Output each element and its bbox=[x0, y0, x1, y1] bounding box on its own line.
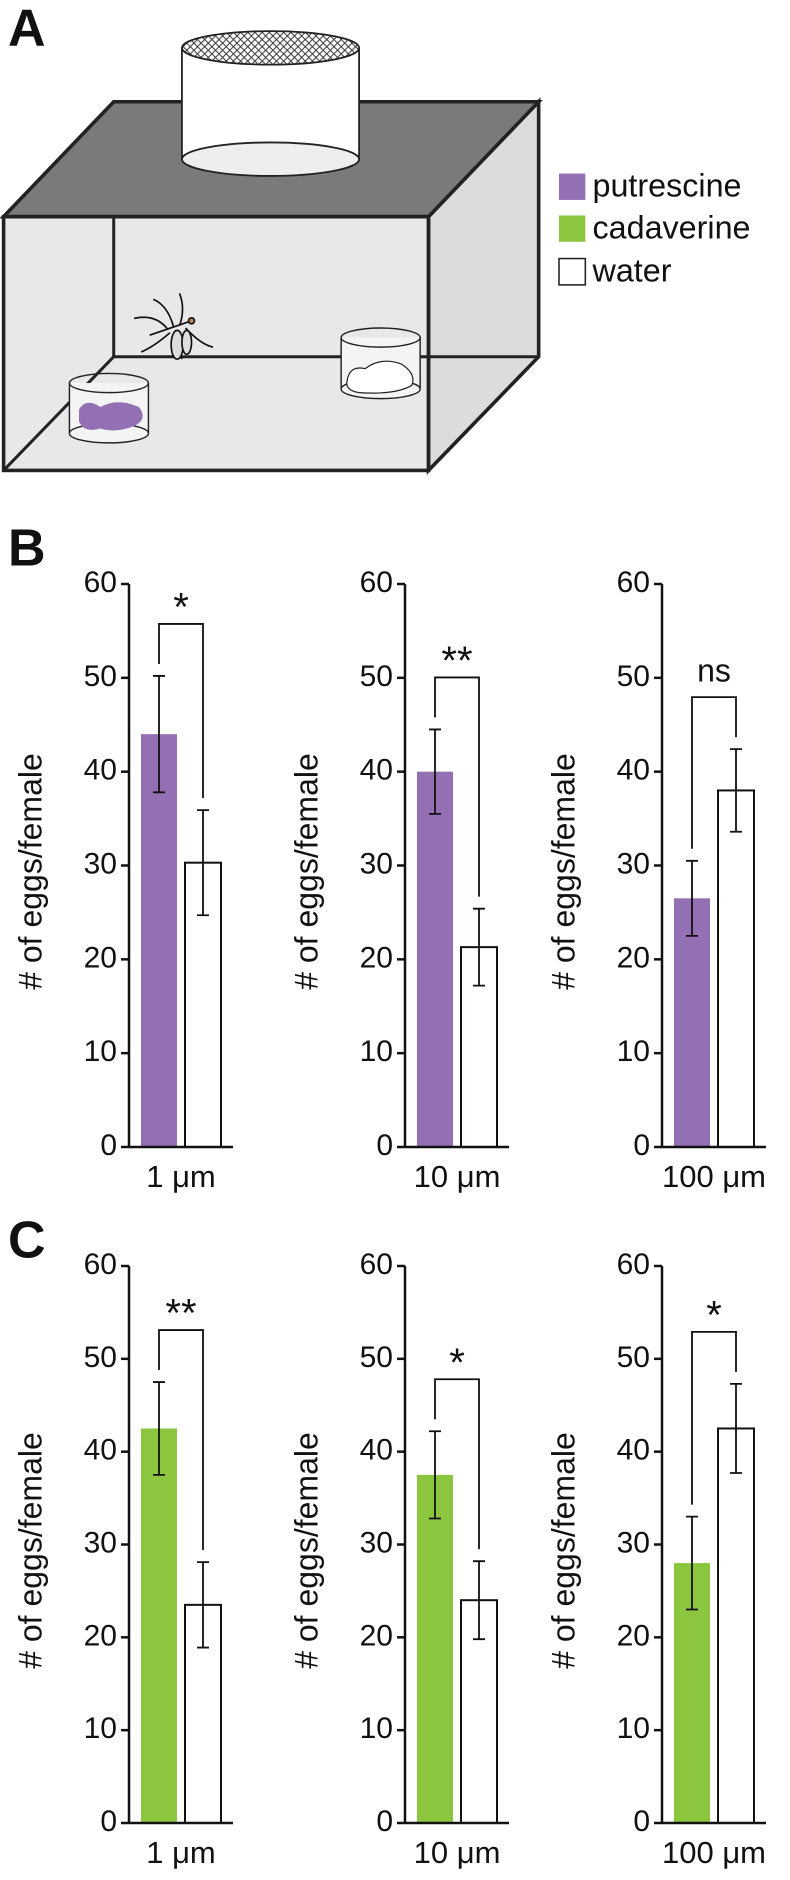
y-tick-label: 50 bbox=[360, 660, 393, 693]
y-tick-label: 50 bbox=[360, 1341, 393, 1374]
y-tick-label: 20 bbox=[617, 941, 650, 974]
x-axis-label: 10 μm bbox=[414, 1159, 501, 1194]
error-bar bbox=[429, 728, 441, 815]
y-tick-label: 30 bbox=[360, 1526, 393, 1559]
y-tick-label: 0 bbox=[100, 1805, 117, 1838]
significance-label: ns bbox=[697, 653, 731, 689]
significance-bracket bbox=[691, 1331, 737, 1505]
panel-label: B bbox=[8, 520, 46, 578]
x-axis-label: 10 μm bbox=[414, 1835, 501, 1870]
y-tick-label: 30 bbox=[360, 847, 393, 880]
y-tick-label: 30 bbox=[617, 847, 650, 880]
significance-bracket bbox=[434, 676, 480, 897]
y-tick-label: 0 bbox=[376, 1805, 393, 1838]
y-tick-label: 20 bbox=[360, 1619, 393, 1652]
y-tick-label: 30 bbox=[84, 1526, 117, 1559]
y-tick-label: 60 bbox=[617, 1248, 650, 1281]
y-tick-label: 40 bbox=[617, 754, 650, 787]
error-bar bbox=[473, 1560, 485, 1641]
error-bar bbox=[686, 1515, 698, 1611]
error-bar bbox=[153, 675, 165, 794]
y-tick-label: 0 bbox=[376, 1129, 393, 1162]
legend-label: putrescine bbox=[593, 167, 742, 203]
y-tick-label: 40 bbox=[84, 754, 117, 787]
y-tick-label: 10 bbox=[360, 1035, 393, 1068]
y-tick-label: 60 bbox=[360, 1248, 393, 1281]
y-axis-label: # of eggs/female bbox=[12, 753, 48, 990]
x-axis-label: 1 μm bbox=[146, 1159, 216, 1194]
error-bar bbox=[730, 748, 742, 833]
significance-label: * bbox=[706, 1293, 722, 1337]
y-tick-label: 60 bbox=[84, 1248, 117, 1281]
y-axis-label: # of eggs/female bbox=[288, 753, 324, 990]
legend-label: water bbox=[592, 252, 672, 288]
significance-label: * bbox=[449, 1341, 465, 1385]
y-tick-label: 10 bbox=[360, 1712, 393, 1745]
bar bbox=[417, 771, 453, 1147]
bar bbox=[417, 1474, 453, 1823]
cage-diagram: putrescine cadaverine water bbox=[0, 30, 751, 475]
significance-bracket bbox=[158, 1329, 204, 1551]
x-axis-label: 100 μm bbox=[662, 1159, 766, 1194]
error-bar bbox=[197, 1561, 209, 1649]
bar bbox=[717, 1427, 755, 1825]
legend-swatch bbox=[558, 215, 586, 242]
y-tick-label: 20 bbox=[360, 941, 393, 974]
y-tick-label: 40 bbox=[360, 1434, 393, 1467]
y-tick-label: 60 bbox=[360, 566, 393, 599]
y-tick-label: 0 bbox=[100, 1129, 117, 1162]
y-tick-label: 40 bbox=[360, 754, 393, 787]
y-tick-label: 10 bbox=[617, 1712, 650, 1745]
y-axis-label: # of eggs/female bbox=[545, 753, 581, 990]
error-bar bbox=[473, 907, 485, 987]
y-tick-label: 50 bbox=[84, 660, 117, 693]
panel-label: C bbox=[8, 1212, 46, 1270]
significance-bracket bbox=[158, 623, 204, 799]
y-tick-label: 20 bbox=[84, 941, 117, 974]
error-bar bbox=[429, 1430, 441, 1520]
x-axis-label: 100 μm bbox=[662, 1835, 766, 1870]
legend-label: cadaverine bbox=[593, 209, 751, 245]
error-bar bbox=[730, 1383, 742, 1474]
panel-label: A bbox=[8, 0, 46, 58]
bar bbox=[674, 898, 710, 1147]
x-axis-label: 1 μm bbox=[146, 1835, 216, 1870]
y-tick-label: 40 bbox=[84, 1434, 117, 1467]
y-tick-label: 10 bbox=[84, 1712, 117, 1745]
y-tick-label: 50 bbox=[84, 1341, 117, 1374]
significance-label: * bbox=[173, 586, 189, 630]
bar bbox=[717, 789, 755, 1149]
y-tick-label: 60 bbox=[617, 566, 650, 599]
y-axis-label: # of eggs/female bbox=[288, 1432, 324, 1669]
y-tick-label: 60 bbox=[84, 566, 117, 599]
y-tick-label: 50 bbox=[617, 660, 650, 693]
y-axis-label: # of eggs/female bbox=[12, 1432, 48, 1669]
y-tick-label: 20 bbox=[84, 1619, 117, 1652]
mosquito bbox=[133, 292, 214, 360]
error-bar bbox=[153, 1381, 165, 1476]
y-tick-label: 10 bbox=[617, 1035, 650, 1068]
y-tick-label: 10 bbox=[84, 1035, 117, 1068]
significance-label: ** bbox=[441, 639, 472, 683]
y-tick-label: 50 bbox=[617, 1341, 650, 1374]
y-tick-label: 40 bbox=[617, 1434, 650, 1467]
bar bbox=[141, 1428, 177, 1823]
y-tick-label: 30 bbox=[617, 1526, 650, 1559]
y-tick-label: 0 bbox=[633, 1805, 650, 1838]
y-axis-label: # of eggs/female bbox=[545, 1432, 581, 1669]
legend-swatch bbox=[558, 173, 586, 200]
error-bar bbox=[686, 859, 698, 937]
significance-label: ** bbox=[165, 1292, 196, 1336]
y-tick-label: 30 bbox=[84, 847, 117, 880]
y-tick-label: 20 bbox=[617, 1619, 650, 1652]
significance-bracket bbox=[434, 1378, 480, 1550]
error-bar bbox=[197, 809, 209, 917]
legend-swatch bbox=[558, 257, 587, 286]
significance-bracket bbox=[691, 696, 737, 849]
y-tick-label: 0 bbox=[633, 1129, 650, 1162]
bar bbox=[141, 734, 177, 1147]
